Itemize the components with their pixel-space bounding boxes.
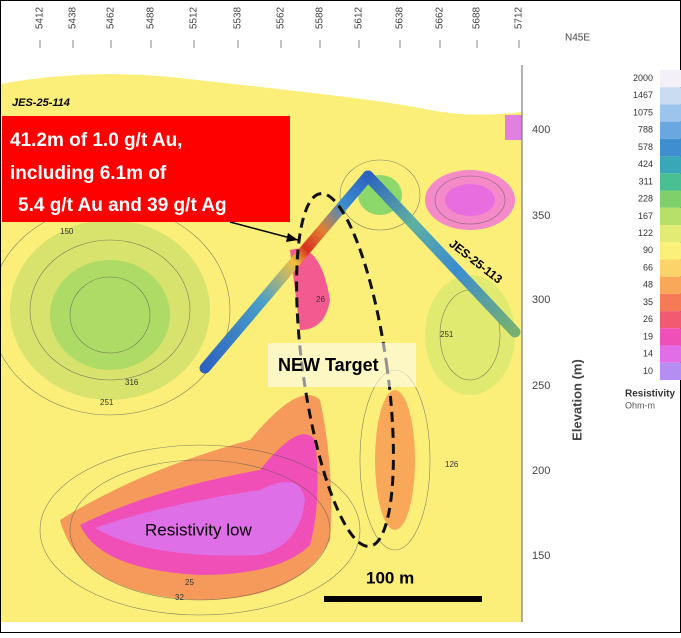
scale-bar (324, 596, 482, 602)
legend-label: 228 (638, 194, 653, 204)
top-tick-label: 5438 (68, 6, 79, 29)
target-label: NEW Target (278, 355, 379, 375)
elevation-tick-label: 250 (532, 380, 550, 392)
callout-box (2, 116, 290, 222)
elevation-tick-label: 300 (532, 294, 550, 306)
top-tick-label: 5462 (106, 6, 117, 29)
legend-label: 1467 (633, 90, 653, 100)
legend-swatch (660, 362, 681, 380)
legend-swatch (660, 87, 681, 105)
top-tick-label: 5662 (435, 6, 446, 29)
legend-label: 35 (643, 297, 653, 307)
legend-label: 167 (638, 211, 653, 221)
contour-label: 25 (185, 578, 194, 587)
contour-label: 32 (175, 593, 184, 602)
legend-label: 14 (643, 349, 653, 359)
elevation-tick-label: 400 (532, 124, 550, 136)
elevation-tick-label: 350 (532, 210, 550, 222)
legend-label: 26 (643, 314, 653, 324)
low-label: Resistivity low (145, 520, 252, 539)
contour-label: 251 (100, 398, 114, 407)
drillhole-label: JES-25-114 (12, 97, 70, 109)
legend-swatch (660, 156, 681, 174)
top-tick-label: 5562 (276, 6, 287, 29)
legend-swatch (660, 70, 681, 88)
top-tick-label: 5612 (354, 6, 365, 29)
legend-swatch (660, 190, 681, 208)
legend-label: 2000 (633, 73, 653, 83)
legend-swatch (660, 259, 681, 277)
legend-swatch (660, 311, 681, 329)
target-label-bg (268, 343, 416, 387)
contour-label: 251 (440, 330, 454, 339)
legend-unit: Ohm-m (625, 400, 655, 410)
callout-line: 41.2m of 1.0 g/t Au, (10, 130, 182, 151)
legend-swatch (660, 207, 681, 225)
callout-line: including 6.1m of (10, 163, 167, 184)
legend-swatch (660, 276, 681, 294)
scale-bar-label: 100 m (366, 568, 414, 587)
legend-swatch (660, 293, 681, 312)
legend-label: 90 (643, 245, 653, 255)
legend-label: 424 (638, 159, 653, 169)
legend-label: 311 (639, 176, 653, 186)
legend-label: 10 (643, 366, 653, 376)
legend-label: 19 (643, 331, 653, 341)
top-tick-label: 5712 (514, 6, 525, 29)
top-tick-label: 5488 (146, 6, 157, 29)
contour-label: 26 (316, 295, 325, 304)
top-tick-label: 5538 (233, 6, 244, 29)
legend-label: 48 (643, 280, 653, 290)
legend-swatch (660, 242, 681, 260)
legend-label: 1075 (633, 107, 653, 117)
legend-swatch (660, 138, 681, 157)
top-tick-label: 5588 (315, 6, 326, 29)
legend-title: Resistivity (625, 389, 675, 400)
drillhole-113 (362, 170, 521, 338)
elevation-tick-label: 150 (532, 550, 550, 562)
callout-line: 5.4 g/t Au and 39 g/t Ag (18, 195, 227, 216)
legend-label: 66 (643, 262, 653, 272)
callout-arrowhead (286, 233, 298, 242)
legend-label: 788 (638, 125, 653, 135)
legend-swatch (660, 328, 681, 346)
contour-label: 126 (445, 460, 459, 469)
top-tick-label: 5512 (189, 6, 200, 29)
legend-label: 578 (638, 142, 653, 152)
axis-title: Elevation (m) (569, 359, 584, 441)
legend-swatch (660, 104, 681, 122)
contour-label: 316 (125, 378, 139, 387)
legend-label: 122 (638, 228, 653, 238)
direction-label: N45E (565, 33, 590, 44)
top-tick-label: 5688 (472, 6, 483, 29)
top-tick-label: 5638 (395, 6, 406, 29)
legend-swatch (660, 225, 681, 243)
elevation-tick-label: 200 (532, 465, 550, 477)
legend-swatch (660, 173, 681, 191)
contour-label: 150 (60, 227, 74, 236)
legend-swatch (660, 345, 681, 363)
callout-arrow (229, 221, 299, 241)
top-tick-label: 5412 (35, 6, 46, 29)
legend-swatch (660, 121, 681, 139)
